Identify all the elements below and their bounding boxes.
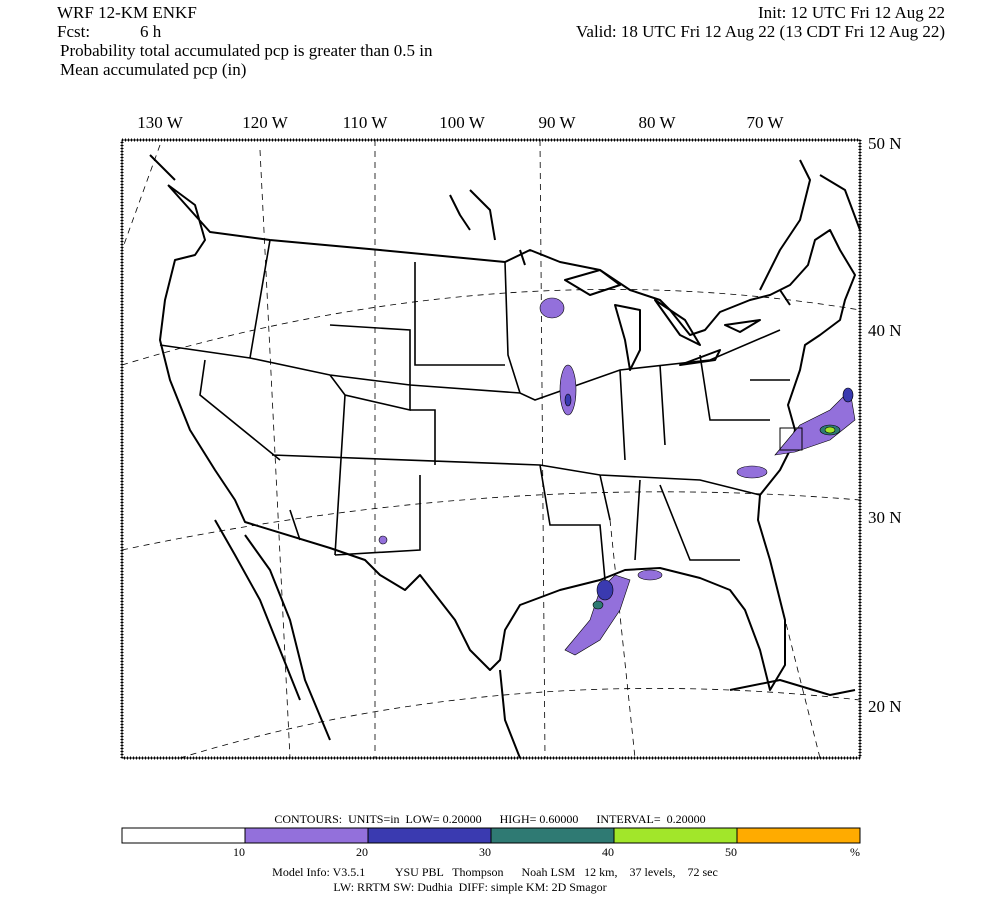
colorbar-box (736, 827, 861, 844)
init-time: Init: 12 UTC Fri 12 Aug 22 (758, 3, 945, 22)
lat-label: 50 N (868, 134, 902, 153)
precip-area (596, 579, 614, 601)
lat-labels: 50 N 40 N 30 N 20 N (868, 134, 902, 716)
precip-area (842, 387, 854, 403)
colorbar-label: 20 (356, 845, 368, 859)
contour-info: CONTOURS: UNITS=in LOW= 0.20000 HIGH= 0.… (274, 812, 705, 826)
precip-area (378, 535, 388, 545)
precip-area (736, 465, 768, 479)
marker-box (779, 427, 803, 451)
fcst-label: Fcst: (57, 22, 90, 41)
state-lines (159, 239, 790, 581)
great-lakes (564, 269, 761, 371)
lon-label: 90 W (539, 113, 577, 132)
grid-line (179, 688, 861, 759)
precip-areas (378, 297, 856, 656)
colorbar-label: 40 (602, 845, 614, 859)
physics-info: LW: RRTM SW: Dudhia DIFF: simple KM: 2D … (333, 880, 606, 894)
grid-line (539, 139, 546, 759)
lat-label: 40 N (868, 321, 902, 340)
colorbar-unit: % (850, 845, 860, 859)
field-title: Probability total accumulated pcp is gre… (60, 41, 433, 60)
lat-label: 20 N (868, 697, 902, 716)
grid-line (121, 289, 861, 366)
canada-coast (149, 154, 861, 306)
precip-area (564, 574, 631, 656)
lon-labels: 130 W 120 W 110 W 100 W 90 W 80 W 70 W (137, 113, 784, 132)
precip-area (592, 600, 604, 610)
lon-label: 80 W (639, 113, 677, 132)
colorbar-label: 30 (479, 845, 491, 859)
grid-line (121, 144, 161, 251)
map-border (121, 139, 861, 759)
mexico-coast (214, 519, 856, 759)
colorbar: 10 20 30 40 50% (121, 827, 861, 859)
colorbar-label: 10 (233, 845, 245, 859)
map-frame (120, 138, 862, 760)
lon-label: 110 W (343, 113, 389, 132)
grid-line (609, 519, 636, 759)
lon-label: 100 W (439, 113, 485, 132)
lon-label: 130 W (137, 113, 183, 132)
colorbar-label: 50 (725, 845, 737, 859)
precip-area (564, 393, 572, 407)
precip-area (637, 569, 663, 581)
fcst-value: 6 h (140, 22, 162, 41)
colorbar-box (367, 827, 492, 844)
model-info: Model Info: V3.5.1 YSU PBL Thompson Noah… (272, 865, 718, 879)
colorbar-box (244, 827, 369, 844)
map (120, 138, 862, 760)
lon-label: 120 W (242, 113, 288, 132)
colorbar-box (121, 827, 246, 844)
lat-label: 30 N (868, 508, 902, 527)
lon-label: 70 W (747, 113, 785, 132)
colorbar-box (490, 827, 615, 844)
colorbar-box (613, 827, 738, 844)
contour-title: Mean accumulated pcp (in) (60, 60, 246, 79)
precip-area (824, 426, 836, 434)
precip-area (539, 297, 565, 319)
precip-area (559, 364, 577, 416)
valid-time: Valid: 18 UTC Fri 12 Aug 22 (13 CDT Fri … (576, 22, 945, 41)
grid-line (259, 149, 291, 759)
model-title: WRF 12-KM ENKF (57, 3, 197, 22)
